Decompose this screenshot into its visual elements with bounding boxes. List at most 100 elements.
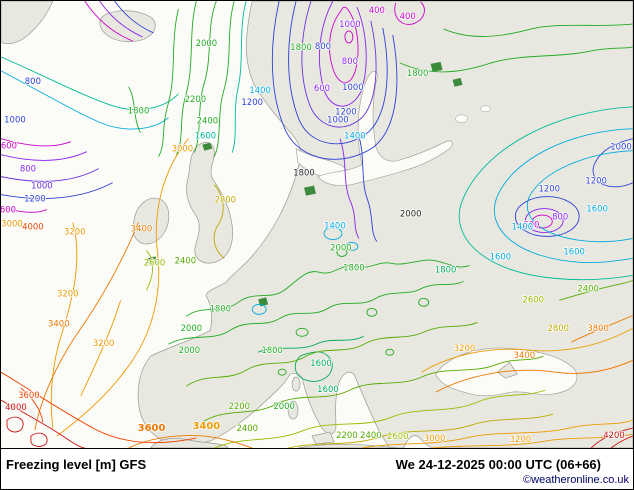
contour-line [1, 399, 85, 448]
coastline-sicily [311, 431, 335, 445]
terrain-patch [430, 61, 443, 72]
contour-label: 3000 [424, 433, 446, 443]
contour-line [1, 138, 71, 147]
contour-line [1, 168, 99, 182]
coastline-sardinia [287, 400, 299, 420]
contour-lines-darkyellow [213, 184, 554, 448]
contour-label: 2800 [215, 195, 237, 205]
contour-label: 4200 [603, 430, 625, 440]
contour-label: 2400 [360, 430, 382, 440]
contour-line [323, 227, 343, 240]
contour-label: 1800 [293, 168, 315, 178]
coastline-iceland [99, 10, 156, 43]
contour-line [213, 184, 225, 259]
contour-label: 2400 [197, 116, 219, 126]
contour-label: 1400 [512, 221, 534, 231]
contour-line [99, 1, 143, 38]
terrain-patch [304, 185, 317, 196]
contour-label: 1600 [195, 131, 217, 141]
contour-label: 800 [342, 56, 358, 66]
contour-line [214, 389, 546, 448]
contour-line [458, 106, 633, 281]
contour-label: 800 [20, 164, 36, 174]
contour-line [361, 419, 633, 448]
contour-label: 2000 [330, 242, 352, 252]
contour-line [336, 247, 348, 257]
contour-line [50, 222, 78, 429]
contour-lines-cyan [1, 70, 633, 315]
contour-line [176, 1, 197, 155]
contour-label: 2400 [577, 283, 599, 293]
contour-label: 1400 [249, 85, 271, 95]
contour-label: 2400 [175, 255, 197, 265]
contour-lines-green2 [186, 279, 633, 423]
contour-line [288, 1, 388, 145]
contour-line [20, 387, 44, 423]
contour-line [399, 46, 633, 73]
contour-label: 2400 [236, 423, 258, 433]
contour-line [357, 132, 378, 242]
copyright-link[interactable]: ©weatheronline.co.uk [523, 474, 629, 486]
contour-label: 2000 [273, 401, 295, 411]
contour-label: 1800 [343, 262, 365, 272]
contour-line [158, 8, 179, 157]
contour-label: 3400 [48, 318, 70, 328]
contour-line [1, 70, 169, 130]
contour-label: 3600 [138, 423, 166, 434]
contour-label: 3200 [64, 226, 86, 236]
contour-label: 3200 [93, 338, 115, 348]
lake-onega [480, 105, 491, 113]
contour-label: 1200 [538, 184, 560, 194]
contour-line [114, 1, 154, 34]
contour-label: 1000 [4, 115, 26, 125]
map-area: 400 1000 800 600 1000 1200 1400 400 600 800 1000 12… [1, 1, 633, 449]
contour-line [385, 348, 395, 356]
terrain-patch [452, 77, 463, 87]
contour-lines-orange [50, 138, 633, 448]
lake-ladoga [455, 114, 468, 123]
contour-line [80, 300, 122, 397]
contour-line [128, 86, 141, 133]
contour-line [84, 1, 133, 42]
coastlines [1, 1, 633, 448]
contour-line [271, 1, 398, 160]
contour-line [301, 1, 377, 128]
contour-label: 3000 [1, 218, 23, 228]
contour-lines-tealgreen [258, 335, 365, 382]
contour-label: 600 [523, 219, 539, 229]
contour-label: 2200 [185, 94, 207, 104]
contour-lines-redorange [1, 371, 197, 443]
contour-line [146, 250, 153, 291]
contour-line [186, 259, 470, 317]
contour-line [524, 208, 564, 233]
footer-right: We 24-12-2025 00:00 UTC (06+66) ©weather… [396, 449, 629, 489]
map-title: Freezing level [m] GFS [6, 457, 147, 472]
contour-label: 1600 [490, 251, 512, 261]
contour-line [345, 242, 359, 251]
contour-label: 400 [369, 5, 385, 15]
contour-label: 2200 [228, 401, 250, 411]
contour-lines-red [1, 399, 633, 448]
contour-label: 3000 [172, 144, 194, 154]
contour-label: 1800 [210, 303, 232, 313]
contour-label: 1200 [585, 176, 607, 186]
contour-line [1, 182, 113, 199]
contour-label: 3400 [192, 421, 220, 432]
contour-line [6, 416, 24, 433]
contour-lines-blue [1, 1, 633, 242]
terrain-patch [202, 142, 213, 151]
contour-line [277, 368, 287, 376]
contour-label: 1400 [324, 220, 346, 230]
contour-line [251, 303, 267, 315]
contour-line [193, 1, 217, 153]
contour-label: 600 [314, 83, 330, 93]
contour-label: 2000 [181, 323, 203, 333]
contour-label: 1800 [261, 345, 283, 355]
contour-line [394, 1, 425, 25]
contour-label: 2200 [336, 430, 358, 440]
contour-label: 1000 [342, 82, 364, 92]
contour-label: 1600 [317, 384, 339, 394]
contour-label: 4000 [5, 402, 27, 412]
contour-line [294, 351, 333, 382]
